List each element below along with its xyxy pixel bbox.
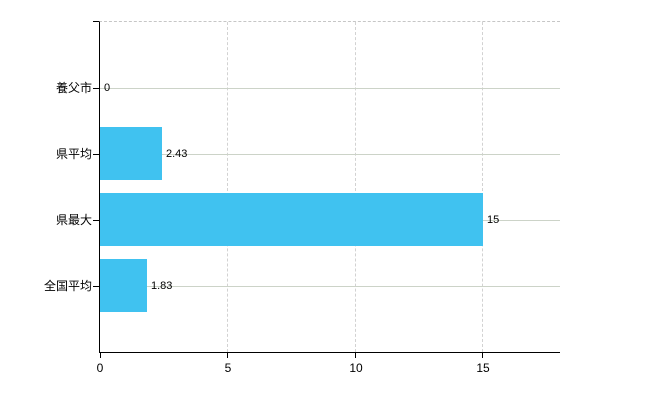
bar: [100, 259, 147, 312]
y-axis-tick: [93, 154, 99, 155]
bar: [100, 193, 483, 246]
horizontal-gridline: [100, 154, 560, 155]
y-axis-tick: [93, 220, 99, 221]
bar: [100, 127, 162, 180]
x-axis-tick: [355, 353, 356, 358]
y-axis-tick: [93, 88, 99, 89]
x-tick-label: 0: [96, 361, 104, 375]
value-label: 0: [104, 82, 111, 94]
vertical-gridline: [482, 22, 484, 352]
plot-area: 0 2.43 15 1.83: [93, 21, 560, 358]
vertical-gridline: [354, 22, 356, 352]
category-label: 県最大: [55, 213, 92, 227]
vertical-gridline: [226, 22, 228, 352]
value-label: 1.83: [151, 280, 173, 292]
category-label: 県平均: [55, 147, 92, 161]
category-label: 全国平均: [43, 279, 92, 293]
x-axis-tick: [100, 353, 101, 358]
horizontal-gridline: [100, 286, 560, 287]
x-tick-label: 15: [476, 361, 490, 375]
value-label: 15: [487, 214, 500, 226]
x-axis-tick: [482, 353, 483, 358]
y-axis-tick: [93, 286, 99, 287]
x-tick-label: 5: [224, 361, 232, 375]
horizontal-gridline: [100, 88, 560, 89]
y-axis-top-tick: [93, 21, 99, 22]
value-label: 2.43: [166, 148, 188, 160]
x-tick-label: 10: [349, 361, 363, 375]
category-label: 養父市: [55, 81, 92, 95]
x-axis-tick: [227, 353, 228, 358]
